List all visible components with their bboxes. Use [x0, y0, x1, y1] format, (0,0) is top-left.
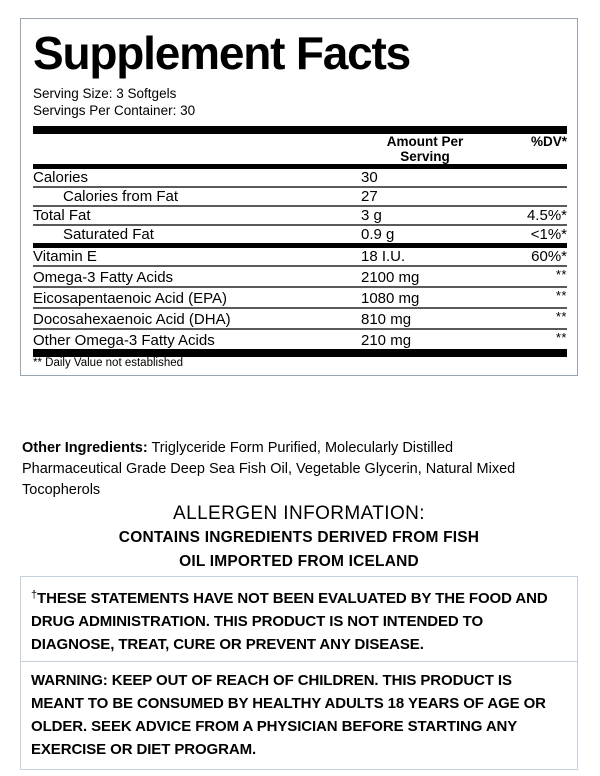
row-name: Total Fat [33, 207, 91, 224]
rule-section-break [33, 243, 567, 248]
row-dv [489, 169, 567, 186]
row-amount: 3 g [361, 207, 382, 224]
row-dv: 4.5%* [526, 207, 567, 224]
daily-value-footnote: ** Daily Value not established [33, 357, 184, 369]
supplement-facts-panel: Supplement Facts Serving Size: 3 Softgel… [20, 18, 578, 376]
panel-title: Supplement Facts [33, 27, 411, 79]
row-rule [33, 205, 567, 207]
table-row: Omega-3 Fatty Acids 2100 mg ** [33, 267, 567, 286]
row-amount: 18 I.U. [361, 248, 406, 265]
warning-box: WARNING: KEEP OUT OF REACH OF CHILDREN. … [20, 661, 578, 770]
row-name: Calories from Fat [63, 188, 179, 205]
table-row: Calories 30 [33, 169, 567, 186]
row-dv [489, 188, 567, 205]
allergen-line-1: CONTAINS INGREDIENTS DERIVED FROM FISH [118, 529, 480, 546]
row-name: Omega-3 Fatty Acids [33, 269, 174, 286]
table-row: Vitamin E 18 I.U. 60%* [33, 248, 567, 265]
row-name: Docosahexaenoic Acid (DHA) [33, 311, 231, 328]
row-amount: 0.9 g [361, 226, 395, 243]
warning-text: WARNING: KEEP OUT OF REACH OF CHILDREN. … [31, 672, 546, 758]
row-name: Calories [33, 169, 89, 186]
row-rule [33, 265, 567, 267]
dv-marker: ** [555, 330, 567, 345]
header-percent-dv: %DV* [530, 134, 567, 149]
other-ingredients: Other Ingredients: Triglyceride Form Pur… [22, 438, 534, 501]
row-rule [33, 286, 567, 288]
row-dv: ** [489, 288, 567, 307]
row-dv: ** [489, 267, 567, 286]
header-amount-per-serving: Amount Per Serving [386, 134, 464, 164]
row-amount: 2100 mg [361, 269, 420, 286]
allergen-information: ALLERGEN INFORMATION: CONTAINS INGREDIEN… [20, 502, 578, 574]
allergen-title: ALLERGEN INFORMATION: [173, 503, 425, 524]
table-row: Eicosapentaenoic Acid (EPA) 1080 mg ** [33, 288, 567, 307]
serving-info: Serving Size: 3 Softgels Servings Per Co… [33, 85, 565, 119]
row-amount: 30 [361, 169, 378, 186]
serving-size: Serving Size: 3 Softgels [33, 86, 177, 101]
fda-disclaimer-text: †THESE STATEMENTS HAVE NOT BEEN EVALUATE… [31, 584, 567, 656]
other-ingredients-text: Triglyceride Form Purified, Molecularly … [22, 440, 516, 498]
row-amount: 210 mg [361, 332, 412, 349]
row-dv: <1%* [530, 226, 567, 243]
row-name: Eicosapentaenoic Acid (EPA) [33, 290, 227, 307]
allergen-line-2: OIL IMPORTED FROM ICELAND [179, 553, 419, 570]
dv-marker: ** [555, 267, 567, 282]
row-dv: ** [489, 309, 567, 328]
row-rule [33, 328, 567, 330]
table-header-row: Amount Per Serving %DV* [33, 134, 567, 164]
row-name: Vitamin E [33, 248, 97, 265]
row-amount: 810 mg [361, 311, 412, 328]
servings-per-container: Servings Per Container: 30 [33, 103, 196, 118]
row-dv: 60%* [531, 248, 567, 265]
table-row: Saturated Fat 0.9 g <1%* [33, 226, 567, 243]
row-amount: 27 [361, 188, 378, 205]
table-row: Calories from Fat 27 [33, 188, 567, 205]
row-name: Other Omega-3 Fatty Acids [33, 332, 215, 349]
dv-marker: ** [555, 309, 567, 324]
dv-marker: ** [555, 288, 567, 303]
table-row: Docosahexaenoic Acid (DHA) 810 mg ** [33, 309, 567, 328]
dagger-symbol: † [31, 589, 38, 601]
table-row: Total Fat 3 g 4.5%* [33, 207, 567, 224]
footnote-row: ** Daily Value not established [33, 357, 567, 369]
row-dv: ** [489, 330, 567, 349]
rule-top-thick [33, 126, 567, 134]
rule-bottom-thick [33, 349, 567, 357]
table-row: Other Omega-3 Fatty Acids 210 mg ** [33, 330, 567, 349]
header-name [33, 134, 361, 164]
fda-disclaimer-box: †THESE STATEMENTS HAVE NOT BEEN EVALUATE… [20, 576, 578, 665]
row-name: Saturated Fat [63, 226, 154, 243]
other-ingredients-label: Other Ingredients: [22, 440, 148, 456]
row-rule [33, 224, 567, 226]
row-rule [33, 307, 567, 309]
row-amount: 1080 mg [361, 290, 420, 307]
fda-disclaimer-body: THESE STATEMENTS HAVE NOT BEEN EVALUATED… [31, 590, 548, 653]
rule-under-header [33, 164, 567, 169]
row-rule [33, 186, 567, 188]
nutrition-table: Amount Per Serving %DV* Calories 30 Calo… [33, 126, 567, 369]
